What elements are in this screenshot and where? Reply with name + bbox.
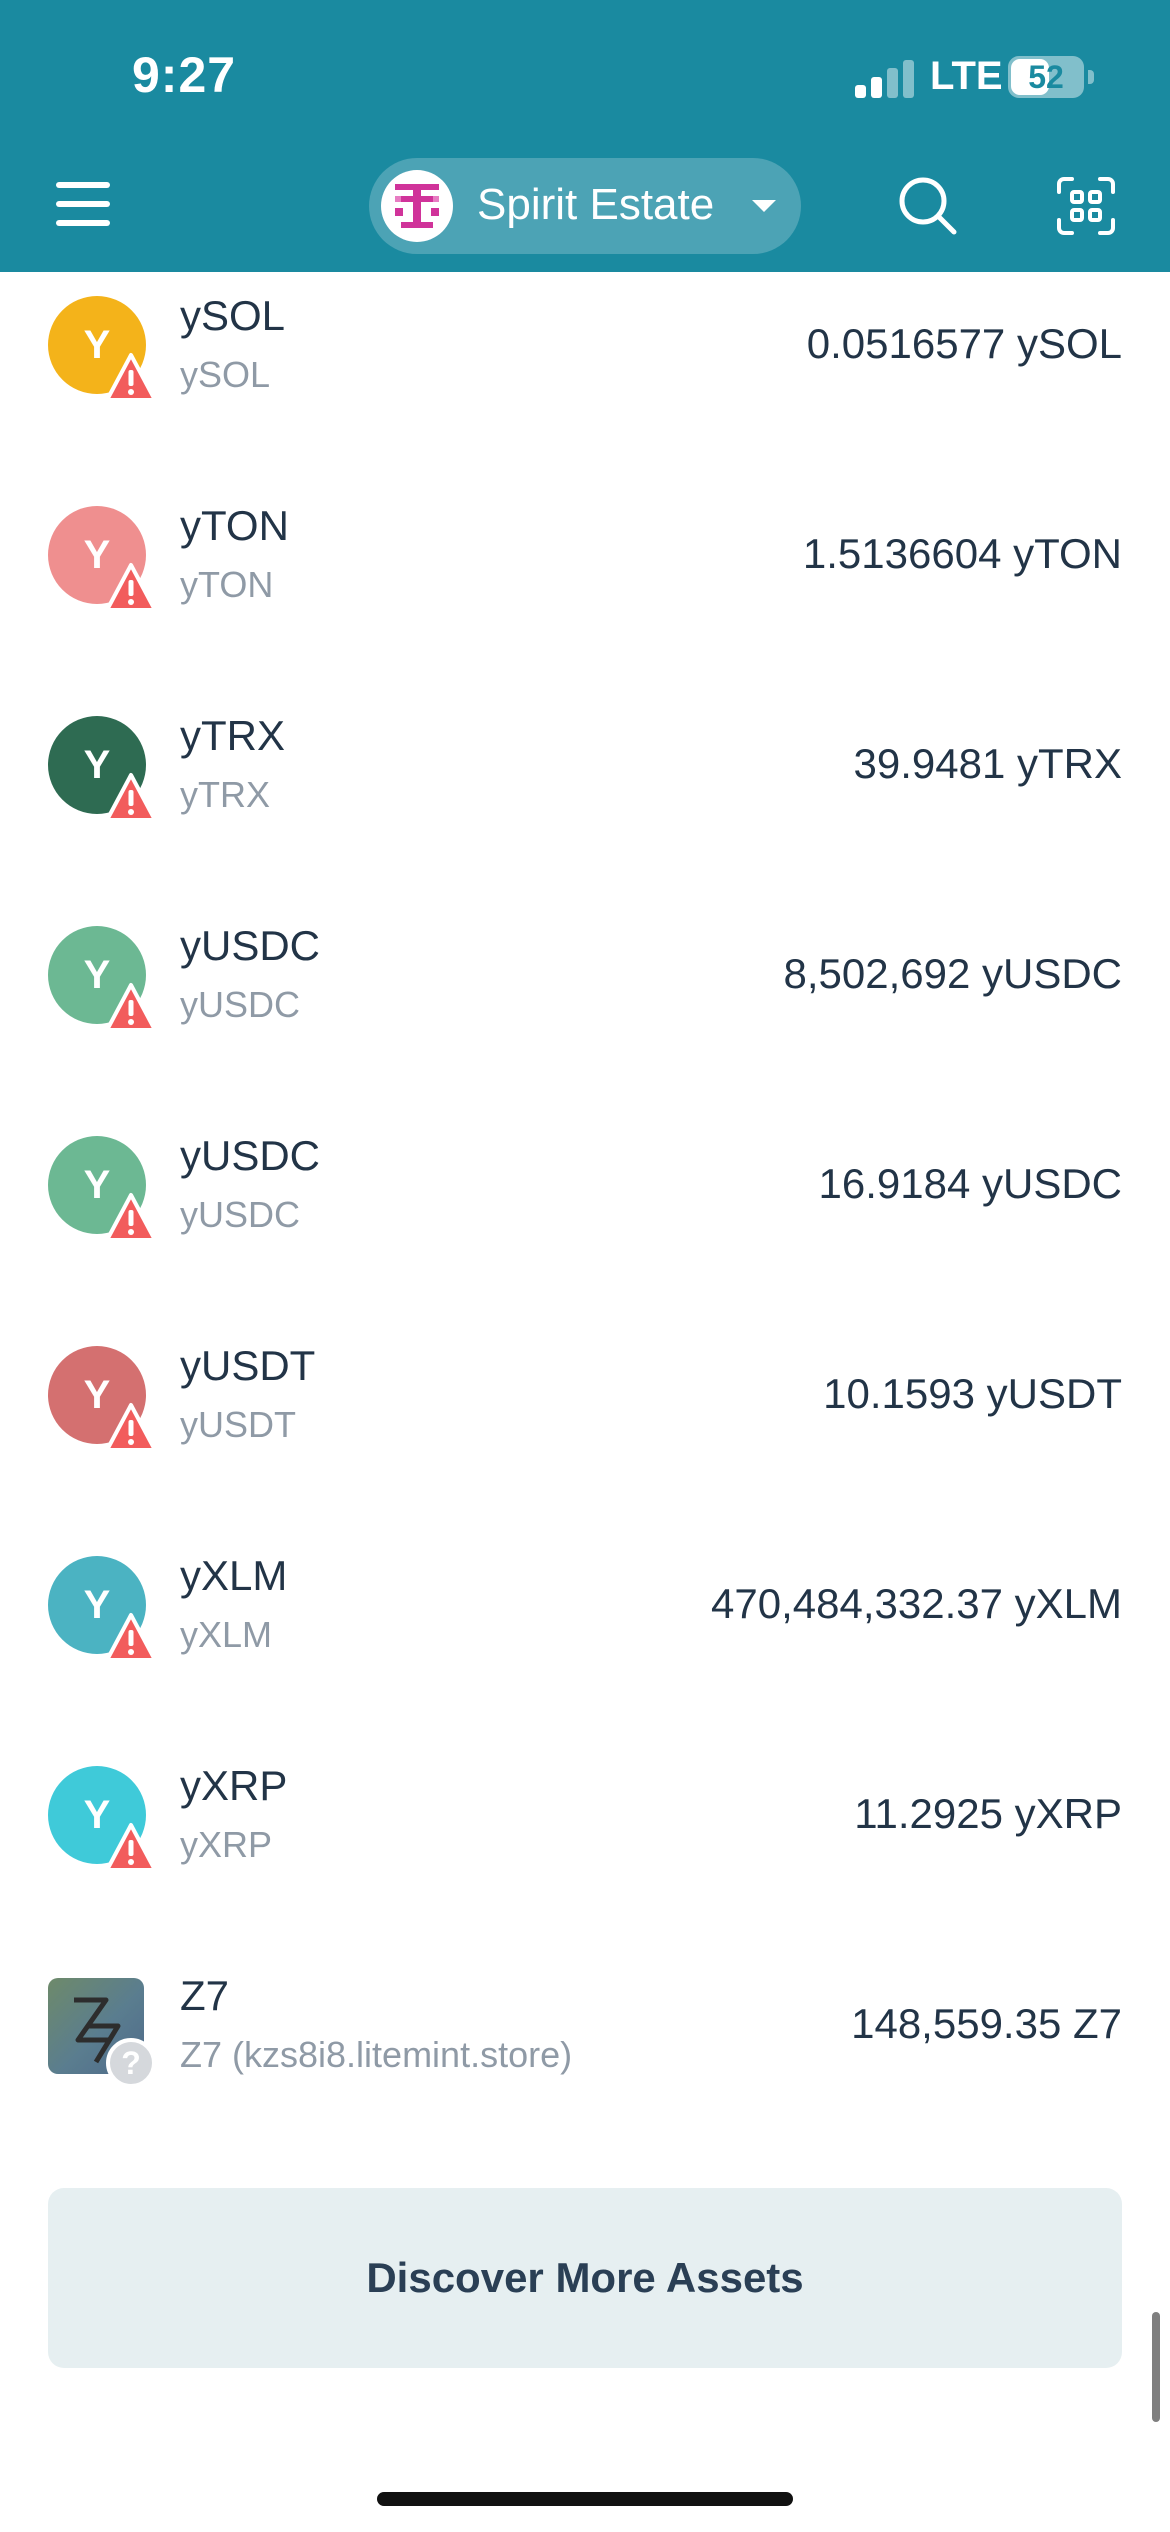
battery-icon: 52	[1008, 56, 1084, 98]
asset-subtitle: yXRP	[180, 1824, 273, 1865]
asset-balance: 8,502,692 yUSDC	[783, 950, 1122, 997]
asset-row[interactable]: Y yTRX yTRX 39.9481 yTRX	[0, 692, 1170, 902]
asset-name: yTRX	[180, 712, 285, 759]
warning-icon	[105, 1403, 157, 1452]
asset-row[interactable]: Y yUSDC yUSDC 16.9184 yUSDC	[0, 1112, 1170, 1322]
asset-name: yXLM	[180, 1552, 288, 1599]
asset-row[interactable]: ? Z7 Z7 (kzs8i8.litemint.store) 148,559.…	[0, 1952, 1170, 2162]
asset-row[interactable]: Y yUSDT yUSDT 10.1593 yUSDT	[0, 1322, 1170, 1532]
discover-more-assets-button[interactable]: Discover More Assets	[48, 2188, 1122, 2368]
qr-scan-icon[interactable]	[1056, 176, 1116, 236]
asset-balance: 470,484,332.37 yXLM	[711, 1580, 1122, 1627]
asset-name: yUSDC	[180, 1132, 321, 1179]
token-icon: Y	[48, 296, 157, 402]
asset-row[interactable]: Y yXRP yXRP 11.2925 yXRP	[0, 1742, 1170, 1952]
asset-subtitle: yXLM	[180, 1614, 273, 1655]
token-icon: Y	[48, 1556, 157, 1662]
home-indicator[interactable]	[377, 2492, 793, 2506]
asset-subtitle: ySOL	[180, 354, 271, 395]
status-time: 9:27	[132, 47, 237, 103]
wallet-name: Spirit Estate	[477, 180, 715, 229]
battery-tip	[1088, 70, 1094, 84]
asset-name: yUSDC	[180, 922, 321, 969]
token-icon: Y	[48, 1766, 157, 1872]
asset-name: yTON	[180, 502, 289, 549]
warning-icon	[105, 983, 157, 1032]
search-icon[interactable]	[896, 174, 960, 238]
warning-icon	[105, 773, 157, 822]
asset-subtitle: yUSDC	[180, 1194, 301, 1235]
signal-icon	[855, 58, 915, 98]
token-icon: Y	[48, 716, 157, 822]
asset-name: yXRP	[180, 1762, 288, 1809]
asset-subtitle: yTRX	[180, 774, 270, 815]
asset-balance: 148,559.35 Z7	[851, 2000, 1122, 2047]
menu-icon[interactable]	[54, 178, 114, 230]
asset-name: ySOL	[180, 292, 286, 339]
warning-icon	[105, 1613, 157, 1662]
warning-icon	[105, 353, 157, 402]
battery-level: 52	[1028, 59, 1064, 95]
asset-subtitle: yUSDC	[180, 984, 301, 1025]
scrollbar[interactable]	[1152, 2312, 1160, 2422]
asset-row[interactable]: Y yXLM yXLM 470,484,332.37 yXLM	[0, 1532, 1170, 1742]
asset-balance: 39.9481 yTRX	[853, 740, 1123, 787]
warning-icon	[105, 1823, 157, 1872]
asset-balance: 10.1593 yUSDT	[823, 1370, 1122, 1417]
wallet-avatar	[381, 170, 453, 242]
network-type: LTE	[930, 54, 1003, 98]
z7-logo	[74, 1997, 121, 2064]
app-header: 9:27 LTE 52 Spirit Estate	[0, 0, 1170, 272]
asset-balance: 11.2925 yXRP	[854, 1790, 1122, 1837]
token-icon: Y	[48, 1346, 157, 1452]
warning-icon	[105, 563, 157, 612]
asset-subtitle: yTON	[180, 564, 274, 605]
chevron-down-icon	[752, 200, 776, 212]
asset-name: Z7	[180, 1972, 230, 2019]
asset-row[interactable]: Y yTON yTON 1.5136604 yTON	[0, 482, 1170, 692]
asset-balance: 16.9184 yUSDC	[818, 1160, 1123, 1207]
asset-balance: 1.5136604 yTON	[802, 530, 1122, 577]
token-icon: Y	[48, 506, 157, 612]
wallet-selector[interactable]: Spirit Estate	[369, 158, 801, 254]
asset-row[interactable]: Y ySOL ySOL 0.0516577 ySOL	[0, 272, 1170, 482]
token-icon: Y	[48, 1136, 157, 1242]
asset-row[interactable]: Y yUSDC yUSDC 8,502,692 yUSDC	[0, 902, 1170, 1112]
asset-subtitle: yUSDT	[180, 1404, 296, 1445]
asset-name: yUSDT	[180, 1342, 316, 1389]
unknown-asset-icon: ?	[106, 2038, 156, 2088]
asset-subtitle: Z7 (kzs8i8.litemint.store)	[180, 2034, 573, 2075]
warning-icon	[105, 1193, 157, 1242]
asset-balance: 0.0516577 ySOL	[806, 320, 1122, 367]
token-icon: Y	[48, 926, 157, 1032]
